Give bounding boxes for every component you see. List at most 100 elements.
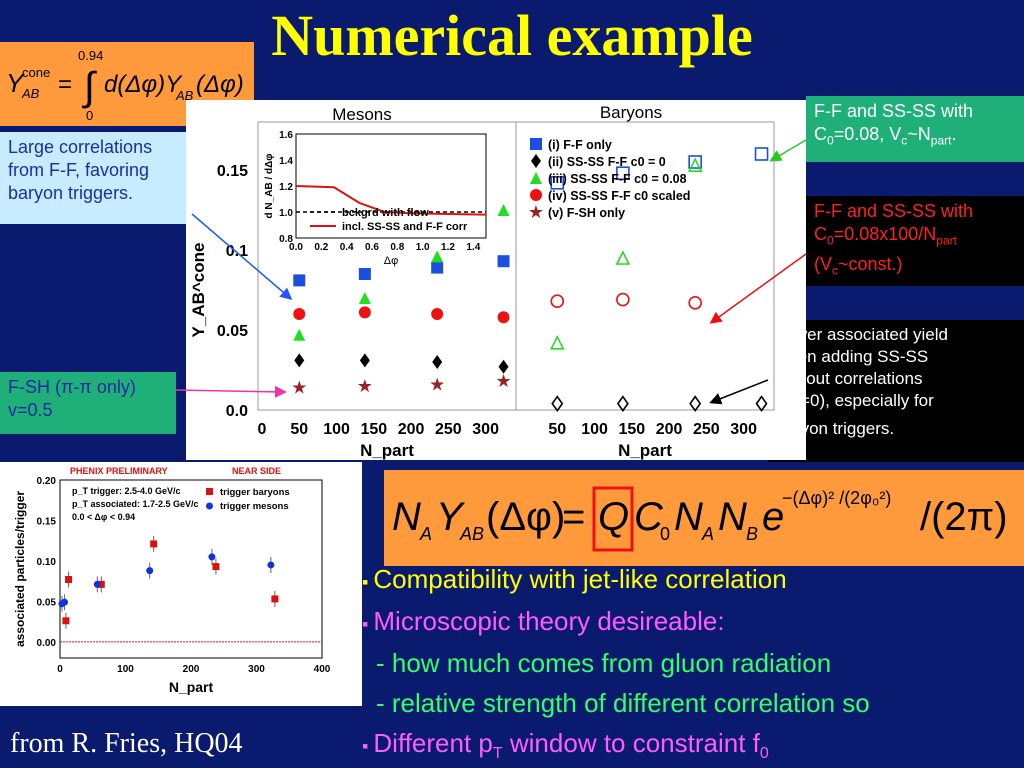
yield-chart-svg: Mesons Baryons 0.0 0.05 0.1 0.15 Y_AB^cone 0 50 1… bbox=[189, 72, 775, 460]
bottom-title-left: PHENIX PRELIMINARY bbox=[70, 466, 168, 476]
formula-na: N bbox=[392, 495, 421, 539]
callout-red-line3: (Vc~const.) bbox=[814, 253, 903, 278]
data-point bbox=[432, 355, 443, 369]
formula-nb: N bbox=[718, 495, 747, 539]
eq-upper-limit: 0.94 bbox=[78, 48, 103, 63]
callout-red-line1: F-F and SS-SS with bbox=[814, 201, 974, 221]
data-point bbox=[550, 176, 565, 190]
panel-label-baryons: Baryons bbox=[600, 103, 662, 122]
callout-lower-line4: (C0=0), especially for bbox=[776, 391, 934, 413]
bottom-y-tick: 0.15 bbox=[37, 516, 57, 527]
formula-y: Y bbox=[436, 495, 466, 539]
inset-frame bbox=[295, 133, 487, 239]
bottom-y-label: associated particles/trigger bbox=[13, 491, 27, 647]
y-tick-label: 0.1 bbox=[226, 243, 248, 260]
bullet-compatibility-text: Compatibility with jet-like correlation bbox=[373, 564, 787, 594]
data-point bbox=[293, 328, 306, 341]
data-point bbox=[146, 567, 154, 575]
data-point bbox=[150, 540, 158, 548]
inset-x-tick: 1.2 bbox=[441, 242, 455, 253]
y-tick-label: 0.15 bbox=[217, 163, 248, 180]
inset-y-tick: 0.8 bbox=[279, 234, 293, 245]
bullet-microscopic-text: Microscopic theory desireable: bbox=[373, 606, 725, 636]
eq-integrand-arg: (Δφ) bbox=[196, 71, 244, 98]
data-point bbox=[755, 395, 768, 412]
eq-integrand-sub: AB bbox=[175, 88, 194, 103]
data-point bbox=[689, 395, 702, 412]
q-highlight-box bbox=[592, 486, 634, 552]
bottom-legend-marker bbox=[206, 488, 213, 495]
data-point: ★ bbox=[429, 374, 445, 394]
callout-lower-line2: when adding SS-SS bbox=[776, 347, 929, 366]
eq-integrand: d(Δφ)Y bbox=[104, 71, 183, 98]
inset-legend-bg: bckgrd with flow bbox=[342, 207, 429, 219]
bottom-legend-label: trigger mesons bbox=[220, 501, 289, 512]
formula-q: Q bbox=[598, 495, 629, 539]
callout-ff-line1: Large correlations bbox=[8, 137, 153, 157]
callout-large-correlations: Large correlations from F-F, favoring ba… bbox=[0, 132, 202, 224]
yield-formula-svg: N A Y AB (Δφ) = Q C 0 N A N B e −(Δφ)² /… bbox=[392, 486, 1008, 552]
x-tick-label: 200 bbox=[656, 421, 683, 438]
data-point bbox=[688, 155, 702, 169]
legend-label: (v) F-SH only bbox=[548, 206, 625, 220]
data-point bbox=[358, 268, 371, 280]
x-tick-label: 250 bbox=[435, 421, 462, 438]
data-point bbox=[687, 157, 703, 172]
formula-equals: = bbox=[562, 495, 585, 539]
bottom-legend-marker bbox=[206, 502, 213, 510]
callout-lower-line1: Lower associated yield bbox=[776, 325, 948, 344]
bottom-x-tick: 100 bbox=[117, 664, 134, 675]
phenix-chart-svg: PHENIX PRELIMINARY NEAR SIDE 0.00 0.05 0.10 0… bbox=[13, 466, 331, 695]
x-tick-label: 200 bbox=[398, 421, 425, 438]
bottom-title-right: NEAR SIDE bbox=[232, 466, 281, 476]
bottom-x-tick: 400 bbox=[314, 664, 331, 675]
data-point: ★ bbox=[357, 376, 373, 396]
bottom-y-tick: 0.05 bbox=[37, 597, 57, 608]
y-tick-label: 0.0 bbox=[226, 403, 248, 420]
x-tick-label: 300 bbox=[472, 421, 499, 438]
eq-equals: = bbox=[58, 71, 72, 98]
formula-na2: N bbox=[674, 495, 703, 539]
inset-incl-line bbox=[295, 185, 487, 216]
y-axis-label: Y_AB^cone bbox=[189, 243, 208, 338]
bottom-y-tick: 0.20 bbox=[37, 476, 57, 487]
inset-x-tick: 0.8 bbox=[390, 242, 404, 253]
inset-y-tick: 1.0 bbox=[279, 208, 293, 219]
legend-label: (iv) SS-SS F-F c0 scaled bbox=[548, 189, 690, 203]
formula-arg: (Δφ) bbox=[486, 495, 565, 539]
bullet-relative-text: - relative strength of different correla… bbox=[376, 688, 870, 718]
bottom-annotation: p_T trigger: 2.5-4.0 GeV/c bbox=[72, 486, 181, 496]
data-point bbox=[294, 353, 305, 368]
x-tick-label: 100 bbox=[323, 421, 350, 438]
data-point bbox=[497, 311, 510, 324]
data-point bbox=[93, 580, 101, 588]
x-tick-label: 250 bbox=[693, 421, 720, 438]
x-tick-label: 50 bbox=[548, 421, 566, 438]
data-point: ★ bbox=[291, 378, 307, 398]
inset-x-tick: 0.0 bbox=[289, 242, 303, 253]
x-tick-label: 150 bbox=[618, 421, 645, 438]
bottom-annotation: p_T associated: 1.7-2.5 GeV/c bbox=[72, 499, 199, 509]
data-point bbox=[358, 306, 371, 319]
data-point bbox=[688, 296, 702, 310]
bottom-x-tick: 0 bbox=[57, 664, 63, 675]
bullet-compatibility: ▪ Compatibility with jet-like correlatio… bbox=[362, 564, 787, 594]
inset-y-label: d N_AB / dΔφ bbox=[264, 154, 275, 219]
callout-fsh-line2: v=0.5 bbox=[8, 400, 53, 420]
callout-lower-yield: Lower associated yield when adding SS-SS… bbox=[768, 320, 1024, 462]
bullet-relative-strength: - relative strength of different correla… bbox=[376, 688, 1024, 719]
x-tick-label: 50 bbox=[290, 421, 308, 438]
data-point bbox=[267, 561, 275, 569]
data-point bbox=[550, 294, 565, 308]
data-point bbox=[65, 576, 73, 584]
legend-marker bbox=[530, 172, 542, 184]
data-point bbox=[61, 598, 69, 606]
legend-label: (i) F-F only bbox=[548, 138, 612, 152]
data-point bbox=[271, 595, 279, 603]
x-tick-label: 150 bbox=[360, 421, 387, 438]
inset-y-tick: 1.2 bbox=[279, 182, 293, 193]
bottom-y-tick: 0.00 bbox=[37, 638, 57, 649]
callout-ff-line3: baryon triggers. bbox=[8, 183, 134, 203]
callout-green-line2: C0=0.08, Vc~Npart. bbox=[814, 124, 957, 148]
legend-label: (iii) SS-SS F-F c0 = 0.08 bbox=[548, 172, 687, 186]
